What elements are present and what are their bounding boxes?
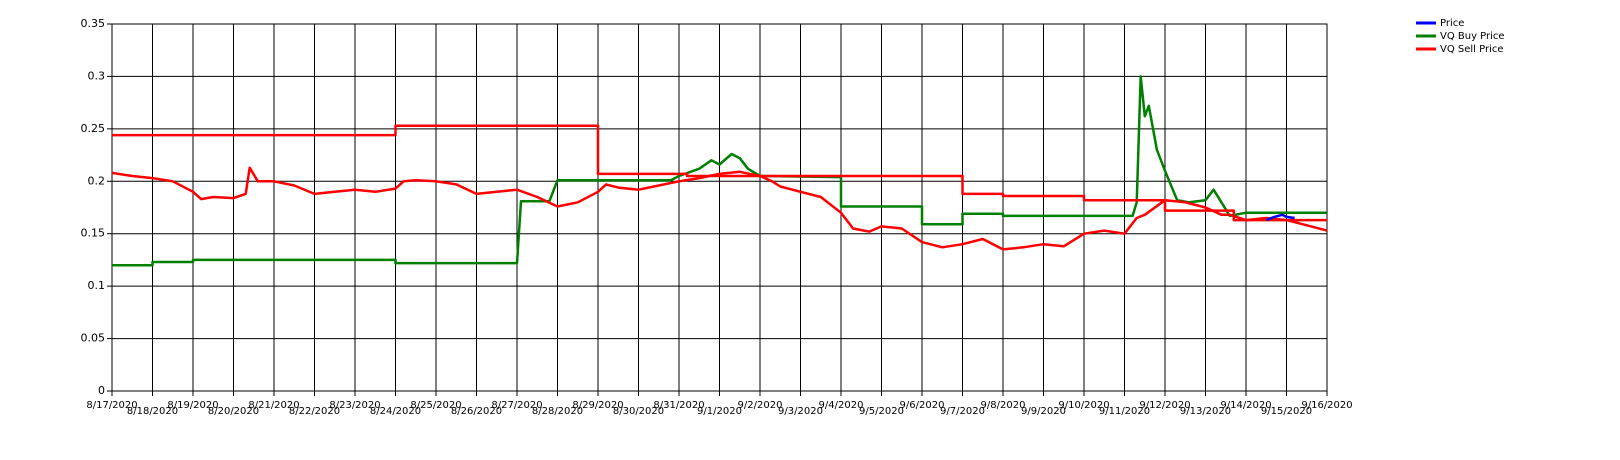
x-tick-label: 9/14/2020 bbox=[1220, 400, 1271, 411]
x-tick-label: 8/20/2020 bbox=[208, 406, 259, 417]
series-line bbox=[111, 166, 1328, 251]
plot-border bbox=[111, 23, 1328, 392]
y-tick-label: 0.05 bbox=[81, 332, 106, 345]
series-line bbox=[112, 75, 1327, 267]
x-tick-label: 8/26/2020 bbox=[451, 406, 502, 417]
y-tick-label: 0.3 bbox=[88, 69, 106, 82]
x-tick-label: 8/31/2020 bbox=[653, 400, 704, 411]
x-tick-label: 8/17/2020 bbox=[86, 400, 137, 411]
x-tick-label: 8/23/2020 bbox=[329, 400, 380, 411]
y-tick-label: 0.35 bbox=[81, 17, 106, 30]
y-tick-label: 0.1 bbox=[88, 279, 106, 292]
y-tick-label: 0.2 bbox=[88, 174, 106, 187]
x-tick-label: 9/11/2020 bbox=[1099, 406, 1150, 417]
y-tick-label: 0.15 bbox=[81, 227, 106, 240]
x-tick-label: 8/24/2020 bbox=[370, 406, 421, 417]
x-tick-label: 9/9/2020 bbox=[1021, 406, 1066, 417]
x-tick-label: 9/7/2020 bbox=[940, 406, 985, 417]
legend: Price VQ Buy Price VQ Sell Price bbox=[1416, 18, 1505, 55]
x-tick-label: 9/8/2020 bbox=[981, 400, 1026, 411]
x-tick-label: 9/4/2020 bbox=[819, 400, 864, 411]
x-tick-label: 8/29/2020 bbox=[572, 400, 623, 411]
x-tick-label: 8/30/2020 bbox=[613, 406, 664, 417]
x-tick-label: 9/2/2020 bbox=[738, 400, 783, 411]
x-tick-label: 8/21/2020 bbox=[248, 400, 299, 411]
legend-label: VQ Buy Price bbox=[1440, 31, 1505, 42]
x-tick-label: 9/15/2020 bbox=[1261, 406, 1312, 417]
legend-label: VQ Sell Price bbox=[1440, 44, 1504, 55]
x-tick-label: 9/13/2020 bbox=[1180, 406, 1231, 417]
y-tick-label: 0 bbox=[98, 384, 105, 397]
x-tick-label: 8/19/2020 bbox=[167, 400, 218, 411]
x-tick-label: 9/1/2020 bbox=[697, 406, 742, 417]
y-tick-label: 0.25 bbox=[81, 122, 106, 135]
x-tick-label: 8/28/2020 bbox=[532, 406, 583, 417]
series-line bbox=[1265, 213, 1295, 222]
series-line bbox=[112, 124, 1327, 222]
x-tick-label: 9/10/2020 bbox=[1058, 400, 1109, 411]
x-tick-label: 8/27/2020 bbox=[491, 400, 542, 411]
x-tick-label: 9/3/2020 bbox=[778, 406, 823, 417]
x-tick-label: 8/25/2020 bbox=[410, 400, 461, 411]
x-tick-label: 9/16/2020 bbox=[1301, 400, 1352, 411]
x-tick-label: 9/6/2020 bbox=[900, 400, 945, 411]
x-tick-label: 8/22/2020 bbox=[289, 406, 340, 417]
x-tick-label: 9/12/2020 bbox=[1139, 400, 1190, 411]
x-tick-label: 9/5/2020 bbox=[859, 406, 904, 417]
x-tick-label: 8/18/2020 bbox=[127, 406, 178, 417]
legend-label: Price bbox=[1440, 18, 1464, 29]
